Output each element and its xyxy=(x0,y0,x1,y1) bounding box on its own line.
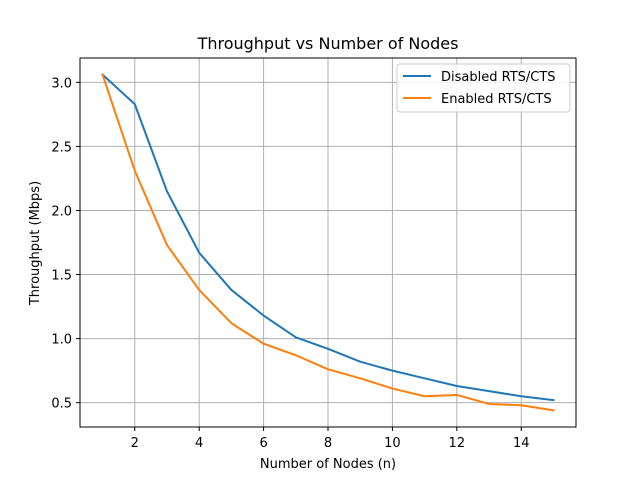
x-tick-label: 6 xyxy=(259,436,267,451)
y-tick-label: 1.5 xyxy=(51,269,72,284)
y-tick-label: 2.5 xyxy=(51,140,72,155)
y-axis-label: Throughput (Mbps) xyxy=(28,181,43,306)
x-tick-label: 2 xyxy=(131,436,139,451)
y-tick-label: 0.5 xyxy=(51,397,72,412)
x-tick-label: 12 xyxy=(449,436,466,451)
x-tick-label: 8 xyxy=(324,436,332,451)
series-line-disabled-rts-cts xyxy=(101,73,555,402)
legend: Disabled RTS/CTS Enabled RTS/CTS xyxy=(396,63,571,113)
series-line-enabled-rts-cts xyxy=(101,73,555,412)
y-gridlines xyxy=(80,81,576,404)
x-gridlines xyxy=(134,58,522,427)
legend-label-disabled-rts-cts: Disabled RTS/CTS xyxy=(441,70,556,85)
y-axis-ticks: 0.5 1.0 1.5 2.0 2.5 3.0 xyxy=(51,76,80,412)
x-tick-label: 10 xyxy=(384,436,401,451)
y-tick-label: 1.0 xyxy=(51,333,72,348)
x-tick-label: 4 xyxy=(195,436,203,451)
series-lines xyxy=(101,73,555,412)
x-axis-ticks: 2 4 6 8 10 12 14 xyxy=(131,427,530,451)
x-axis-label: Number of Nodes (n) xyxy=(260,457,396,472)
legend-label-enabled-rts-cts: Enabled RTS/CTS xyxy=(441,92,552,107)
x-tick-label: 14 xyxy=(513,436,530,451)
chart-title: Throughput vs Number of Nodes xyxy=(197,34,459,53)
y-tick-label: 2.0 xyxy=(51,204,72,219)
y-tick-label: 3.0 xyxy=(51,76,72,91)
legend-box xyxy=(396,63,571,113)
